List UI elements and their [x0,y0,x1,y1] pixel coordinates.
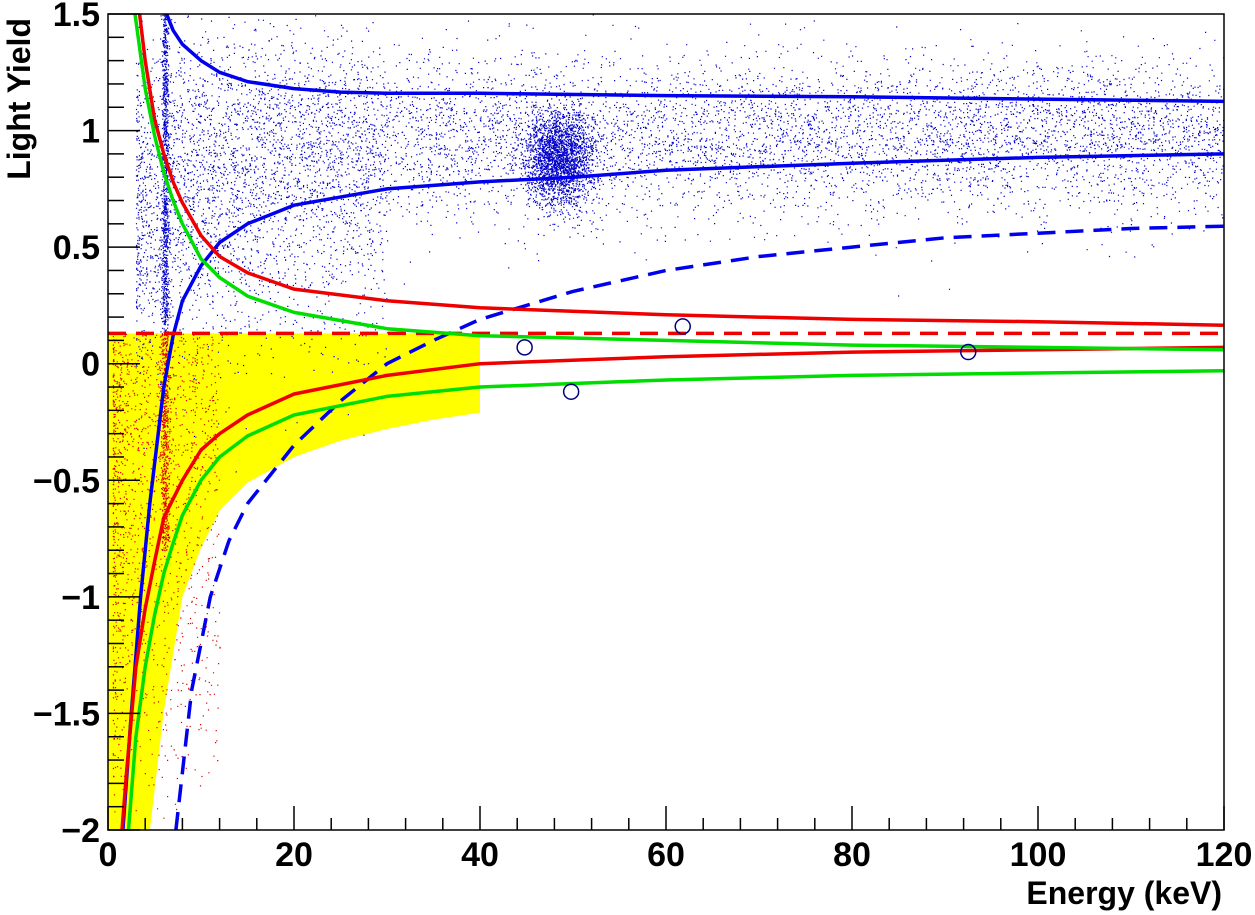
electron-band-upper-line [164,14,1224,104]
y-tick-label: 1.5 [53,0,100,34]
tungsten-band-lower-line [126,368,1224,830]
y-tick-label: −1.5 [33,695,100,733]
axes-layer: 0 20 40 60 80 100 120 −2 −1.5 −1 −0.5 0 0.5 1 1.5 [33,0,1252,874]
electron-band-lower-line [121,152,1224,830]
y-tick-label: 0 [81,346,100,384]
tungsten-band-upper-line [133,14,1224,352]
nuclear-band-lower-line [120,345,1224,830]
candidate-event-marker [516,339,533,356]
electron-band-low-edge-line [174,224,1224,830]
candidate-event-marker [674,318,691,335]
y-axis-title: Light Yield [1,18,37,180]
scatter-point-set [504,68,615,237]
y-tick-label: −1 [61,579,100,617]
x-tick-label: 60 [647,836,685,874]
x-tick-label: 80 [833,836,871,874]
x-tick-label: 40 [461,836,499,874]
y-tick-label: 0.5 [53,229,100,267]
x-axis-title: Energy (keV) [1026,875,1222,911]
scatter-cluster [158,333,173,552]
candidate-event-marker [960,343,977,361]
x-tick-label: 0 [99,836,118,874]
candidate-events-layer [516,318,977,400]
nuclear-band-upper-line [137,14,1224,327]
y-tick-label: 1 [81,113,100,151]
y-tick-label: −0.5 [33,462,100,500]
y-tick-label: −2 [61,812,100,850]
x-tick-label: 120 [1196,836,1253,874]
acceptance-region-layer [108,333,480,830]
scatter-point-set [158,333,173,552]
band-lines-layer [108,14,1224,830]
acceptance-region [108,333,480,830]
scatter-cluster [504,68,615,237]
x-tick-label: 100 [1010,836,1067,874]
x-tick-label: 20 [275,836,313,874]
candidate-event-marker [562,383,580,400]
